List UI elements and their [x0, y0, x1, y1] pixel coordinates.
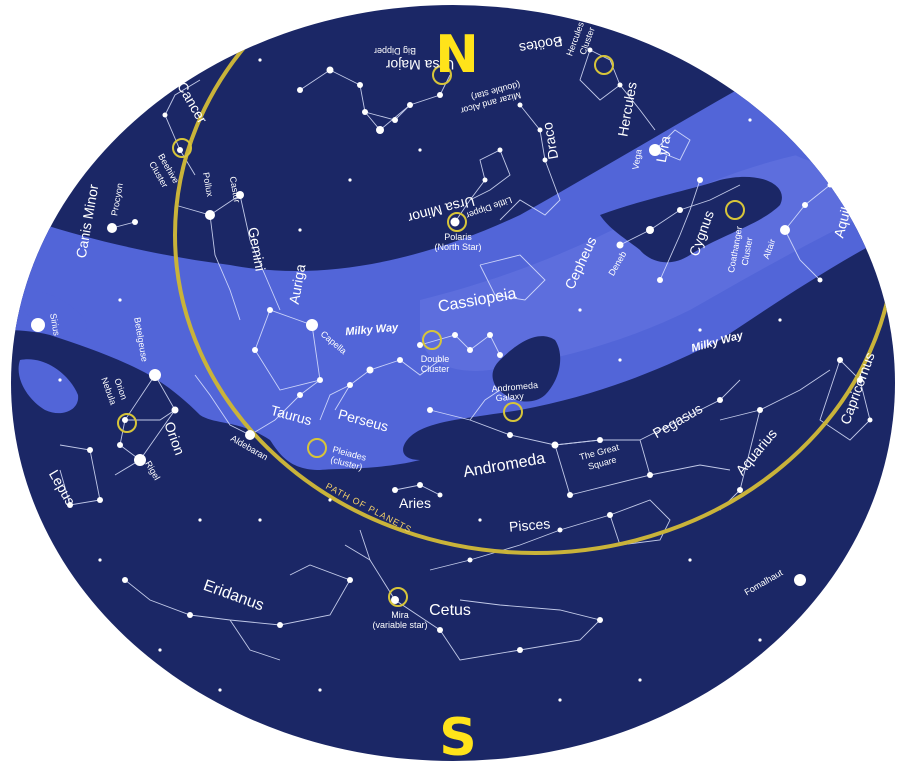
milky-way-patch: [18, 359, 79, 414]
label-variable-star: (variable star): [372, 620, 427, 630]
direction-south: S: [439, 708, 476, 767]
milky-way-rift: [492, 336, 561, 402]
label-vega: Vega: [630, 149, 643, 171]
label-mira: Mira: [391, 610, 409, 620]
label-aries: Aries: [399, 495, 431, 511]
label-polaris: Polaris: [444, 232, 472, 242]
label-gemini: Gemini: [245, 226, 268, 272]
label-auriga: Auriga: [286, 263, 309, 306]
label-double-cluster-2: Cluster: [421, 364, 450, 374]
label-milky-way-left: Milky Way: [345, 322, 400, 339]
ecliptic-circle: [173, 5, 895, 555]
label-big-dipper: Big Dipper: [374, 46, 416, 56]
label-pollux: Pollux: [201, 172, 215, 198]
object-markers: [117, 55, 745, 607]
label-lyra: Lyra: [653, 134, 673, 163]
label-andromeda-galaxy: Andromeda: [491, 380, 538, 394]
label-draco: Draco: [539, 121, 561, 161]
label-andromeda-galaxy-2: Galaxy: [495, 391, 524, 403]
milky-way-rift: [600, 176, 782, 263]
label-north-star: (North Star): [434, 242, 481, 252]
label-castor: Castor: [228, 176, 242, 204]
label-pisces: Pisces: [508, 515, 550, 535]
milky-way-patch: [19, 291, 87, 337]
label-ursa-major: Ursa Major: [385, 57, 454, 73]
label-double-cluster: Double: [421, 354, 450, 364]
stars: [31, 38, 873, 702]
direction-north: N: [435, 25, 479, 85]
label-sirius: Sirius: [48, 313, 62, 337]
label-coathanger-2: Cluster: [740, 237, 755, 267]
label-bootes: Boötes: [518, 33, 564, 56]
label-cetus: Cetus: [429, 602, 471, 619]
milky-way-band: [11, 40, 895, 470]
